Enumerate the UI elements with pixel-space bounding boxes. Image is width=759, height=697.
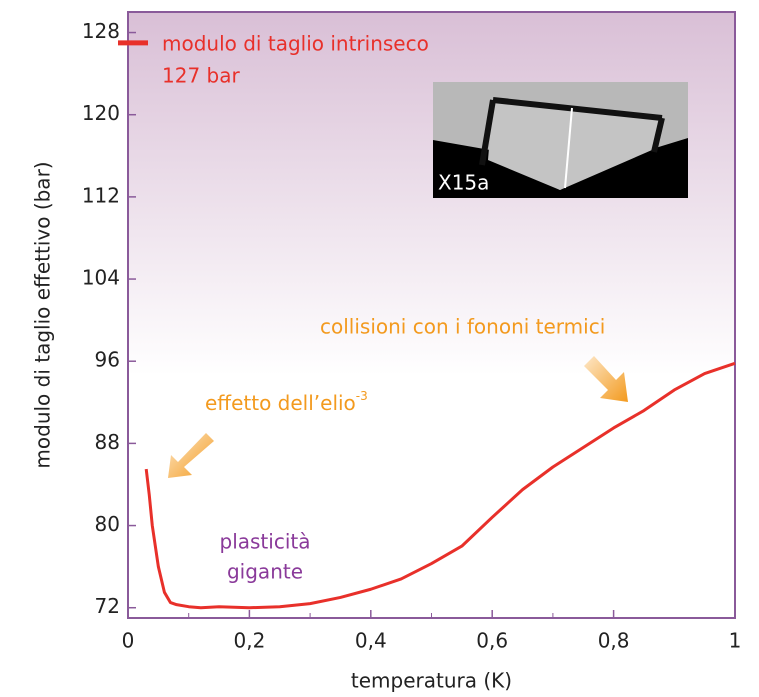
x-tick-label: 0,4 [355, 629, 387, 653]
x-tick-label: 1 [729, 629, 742, 653]
inset-label: X15a [438, 171, 489, 195]
y-tick-label: 120 [82, 101, 120, 125]
x-tick-label: 0,8 [598, 629, 630, 653]
y-tick-label: 80 [95, 512, 120, 536]
page: {"chart_data": {"type": "line", "ylabel"… [0, 0, 759, 697]
y-tick-label: 104 [82, 266, 120, 290]
annotation-superscript: -3 [356, 389, 368, 403]
y-tick-label: 128 [82, 19, 120, 43]
y-axis-label: modulo di taglio effettivo (bar) [31, 161, 55, 468]
x-tick-label: 0 [122, 629, 135, 653]
x-tick-label: 0,6 [476, 629, 508, 653]
annotation: modulo di taglio intrinseco [162, 32, 429, 56]
annotation: plasticità [220, 530, 311, 554]
annotation: gigante [227, 560, 303, 584]
y-tick-label: 72 [95, 594, 120, 618]
annotation: collisioni con i fononi termici [320, 315, 605, 339]
x-tick-label: 0,2 [233, 629, 265, 653]
chart: 72 80 88 96 104 112 120 128 0 0,2 0,4 0,6 0,8 1 temper… [0, 0, 759, 697]
annotation-text: effetto dell’elio [205, 391, 356, 415]
annotation: 127 bar [162, 64, 240, 88]
x-axis-label: temperatura (K) [351, 669, 512, 693]
y-tick-label: 88 [95, 430, 120, 454]
y-tick-label: 112 [82, 183, 120, 207]
y-tick-label: 96 [95, 348, 120, 372]
annotation: effetto dell’elio-3 [205, 389, 368, 415]
